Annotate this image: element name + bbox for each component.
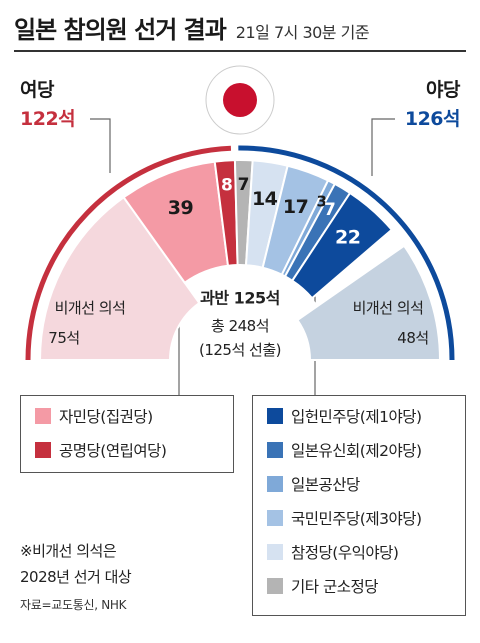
inner-segment-opposition [296, 244, 442, 361]
segment-label-jcp: 3 [316, 193, 326, 211]
segment-label-sanseito: 14 [252, 188, 278, 210]
legend-swatch [267, 408, 283, 424]
legend-ruling: 자민당(집권당) 공명당(연립여당) [20, 395, 234, 473]
legend-label: 기타 군소정당 [291, 578, 379, 596]
ruling-arc [25, 145, 232, 361]
page-title: 일본 참의원 선거 결과 [14, 16, 227, 44]
inner-label-ruling: 비개선 의석 [55, 299, 126, 317]
inner-label-opposition: 비개선 의석 [353, 299, 424, 317]
legend-label: 일본유신회(제2야당) [291, 442, 422, 460]
legend-label: 입헌민주당(제1야당) [291, 408, 422, 426]
ruling-label: 여당 [20, 79, 55, 101]
legend-swatch [267, 578, 283, 594]
opposition-arc [238, 145, 455, 361]
segment-label-ldp: 39 [168, 197, 193, 219]
ruling-total: 122석 [20, 108, 75, 130]
legend-opposition-item: 기타 군소정당 [267, 575, 379, 597]
inner-segment-ruling [38, 195, 201, 361]
legend-swatch [35, 442, 51, 458]
legend-opposition-item: 일본유신회(제2야당) [267, 439, 422, 461]
center-threshold: (125석 선출) [199, 341, 281, 359]
legend-label: 국민민주당(제3야당) [291, 510, 422, 528]
legend-swatch [267, 510, 283, 526]
legend-label: 일본공산당 [291, 476, 360, 494]
segment-label-others: 7 [238, 175, 249, 195]
segment-label-ishin: 7 [324, 200, 335, 220]
flag-sun-icon [223, 83, 257, 117]
note-line-1: ※비개선 의석은 [20, 542, 117, 560]
legend-label: 공명당(연립여당) [59, 442, 167, 460]
opposition-total: 126석 [405, 108, 460, 130]
title-divider [14, 50, 466, 52]
page-subtitle: 21일 7시 30분 기준 [235, 23, 370, 42]
center-total: 총 248석 [211, 317, 269, 335]
note-line-2: 2028년 선거 대상 [20, 568, 132, 586]
legend-label: 자민당(집권당) [59, 408, 153, 426]
leader-line-2 [371, 118, 395, 176]
segment-label-komeito: 8 [221, 176, 232, 196]
legend-opposition-item: 국민민주당(제3야당) [267, 507, 422, 529]
legend-label: 참정당(우익야당) [291, 544, 399, 562]
legend-opposition-item: 일본공산당 [267, 473, 360, 495]
inner-value-opposition: 48석 [397, 329, 428, 347]
center-majority: 과반 125석 [200, 289, 280, 308]
legend-ruling-item: 자민당(집권당) [35, 405, 153, 427]
legend-opposition-item: 입헌민주당(제1야당) [267, 405, 422, 427]
legend-swatch [267, 544, 283, 560]
legend-ruling-item: 공명당(연립여당) [35, 439, 167, 461]
legend-swatch [267, 442, 283, 458]
leader-line-1 [90, 118, 111, 173]
legend-opposition-item: 참정당(우익야당) [267, 541, 399, 563]
opposition-label: 야당 [426, 79, 461, 101]
legend-swatch [35, 408, 51, 424]
legend-swatch [267, 476, 283, 492]
inner-value-ruling: 75석 [48, 329, 79, 347]
outer-segment-cdp [290, 191, 394, 300]
segment-label-cdp: 22 [335, 227, 360, 249]
segment-label-dpp: 17 [283, 196, 308, 218]
source-credit: 자료=교도통신, NHK [20, 598, 127, 612]
